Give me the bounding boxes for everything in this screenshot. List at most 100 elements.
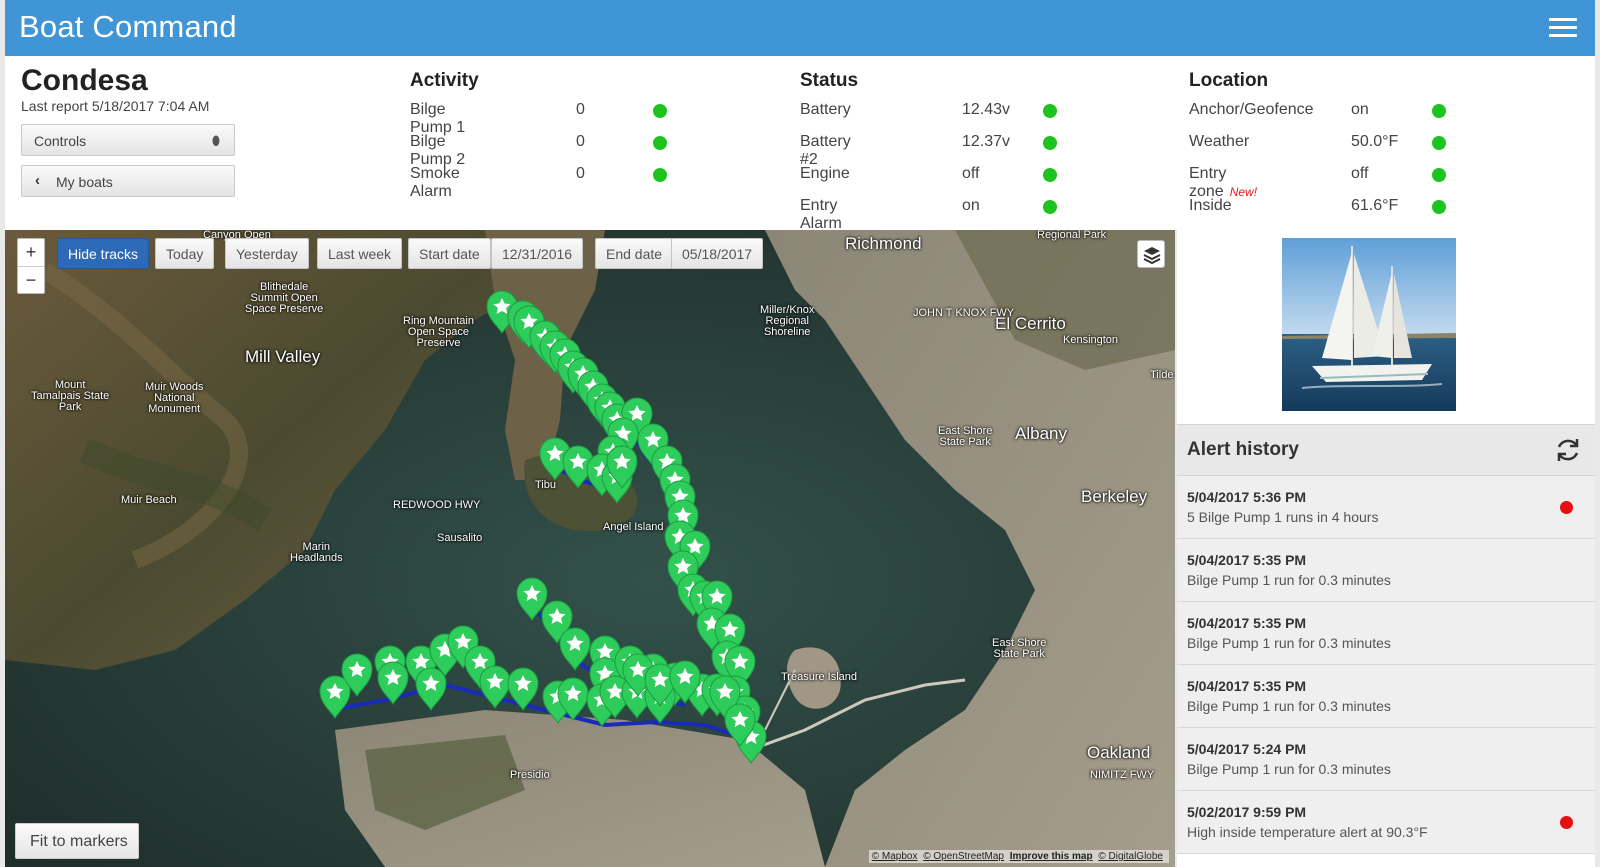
status-value: off xyxy=(962,165,980,182)
activity-row: Bilge Pump 2 0 xyxy=(410,130,667,168)
track-marker-icon xyxy=(415,667,447,712)
location-row: Entry zone New! off xyxy=(1189,162,1446,200)
alert-time: 5/04/2017 5:35 PM xyxy=(1187,615,1307,631)
digitalglobe-link[interactable]: © DigitalGlobe xyxy=(1098,851,1163,862)
yesterday-button[interactable]: Yesterday xyxy=(225,238,309,269)
refresh-icon[interactable] xyxy=(1553,435,1583,465)
my-boats-label: My boats xyxy=(56,174,113,190)
alert-item[interactable]: 5/04/2017 5:35 PM Bilge Pump 1 run for 0.… xyxy=(1177,539,1595,602)
location-row: Inside 61.6°F xyxy=(1189,194,1446,226)
last-week-button[interactable]: Last week xyxy=(317,238,403,269)
place-label-tilde: Tilde xyxy=(1150,369,1174,381)
status-section: Status Battery 12.43v Battery #2 12.37v Engi… xyxy=(800,70,1057,232)
location-value: off xyxy=(1351,165,1369,182)
alert-item[interactable]: 5/04/2017 5:35 PM Bilge Pump 1 run for 0.… xyxy=(1177,602,1595,665)
activity-section: Activity Bilge Pump 1 0 Bilge Pump 2 0 Smoke… xyxy=(410,70,667,200)
status-row: Entry Alarm on xyxy=(800,194,1057,232)
improve-map-link[interactable]: Improve this map xyxy=(1009,851,1093,862)
place-label-miller-knox: Miller/Knox Regional Shoreline xyxy=(760,304,815,338)
status-dot-icon xyxy=(1432,136,1446,150)
alert-item[interactable]: 5/04/2017 5:24 PM Bilge Pump 1 run for 0.… xyxy=(1177,728,1595,791)
fit-to-markers-button[interactable]: Fit to markers xyxy=(15,823,139,859)
place-label-ring-mountain: Ring Mountain Open Space Preserve xyxy=(403,315,474,349)
track-marker-icon xyxy=(377,661,409,706)
place-label-treasure-island: Treasure Island xyxy=(781,671,858,683)
location-value: 61.6°F xyxy=(1351,197,1399,214)
mapbox-link[interactable]: © Mapbox xyxy=(871,851,918,862)
alert-item[interactable]: 5/02/2017 9:59 PM High inside temperature… xyxy=(1177,791,1595,854)
zoom-control[interactable]: + − xyxy=(17,238,45,294)
status-dot-icon xyxy=(1432,200,1446,214)
boat-info-panel: Condesa Last report 5/18/2017 7:04 AM Co… xyxy=(5,56,1595,232)
track-marker-icon xyxy=(559,627,591,672)
alert-history-title: Alert history xyxy=(1187,439,1299,460)
zoom-out-button[interactable]: − xyxy=(18,266,44,293)
place-label-muir-beach: Muir Beach xyxy=(121,494,177,506)
new-badge: New! xyxy=(1229,185,1258,199)
hamburger-menu-icon[interactable] xyxy=(1549,18,1577,38)
alert-message: 5 Bilge Pump 1 runs in 4 hours xyxy=(1187,509,1379,525)
status-value: 12.43v xyxy=(962,101,1011,118)
zoom-in-button[interactable]: + xyxy=(25,242,37,262)
activity-value: 0 xyxy=(576,101,585,118)
place-label-east-shore-1: East Shore State Park xyxy=(938,425,993,448)
controls-button[interactable]: Controls ⬮ xyxy=(21,124,235,156)
place-label-marin: Marin Headlands xyxy=(290,541,343,564)
place-label-tiburon: Tibu xyxy=(535,479,556,491)
activity-heading: Activity xyxy=(410,70,479,91)
end-date-label: End date xyxy=(595,238,674,269)
alert-time: 5/04/2017 5:35 PM xyxy=(1187,552,1307,568)
activity-label: Smoke Alarm xyxy=(410,165,460,200)
location-label: Inside xyxy=(1189,197,1232,214)
place-label-angel-island: Angel Island xyxy=(603,521,664,533)
track-marker-icon xyxy=(341,653,373,698)
status-value: on xyxy=(962,197,980,214)
alert-message: High inside temperature alert at 90.3°F xyxy=(1187,824,1428,840)
place-label-canyon: Canyon Open xyxy=(203,230,271,241)
activity-label: Bilge Pump 1 xyxy=(410,101,466,136)
my-boats-button[interactable]: ‹ My boats xyxy=(21,165,235,197)
place-label-tamalpais: Mount Tamalpais State Park xyxy=(31,379,110,413)
boat-name: Condesa xyxy=(21,64,148,97)
last-report: Last report 5/18/2017 7:04 AM xyxy=(21,98,210,114)
chevron-left-icon: ‹ xyxy=(35,172,40,189)
status-heading: Status xyxy=(800,70,859,91)
activity-value: 0 xyxy=(576,133,585,150)
alert-flag-icon xyxy=(1560,816,1573,829)
location-label: Entry zone New! xyxy=(1189,165,1258,200)
start-date-input[interactable]: 12/31/2016 xyxy=(491,238,584,269)
osm-link[interactable]: © OpenStreetMap xyxy=(923,851,1004,862)
track-marker-icon xyxy=(669,660,701,705)
app-title: Boat Command xyxy=(19,9,237,44)
right-sidebar: Alert history 5/04/2017 5:36 PM 5 Bilge P… xyxy=(1177,230,1595,867)
status-label: Entry Alarm xyxy=(800,197,842,232)
location-section: Location Anchor/Geofence on Weather 50.0°F E… xyxy=(1189,70,1446,226)
status-label: Engine xyxy=(800,165,850,182)
location-label: Weather xyxy=(1189,133,1250,150)
location-heading: Location xyxy=(1189,70,1269,91)
map-attribution: © Mapbox © OpenStreetMap Improve this ma… xyxy=(868,850,1169,863)
status-label: Battery #2 xyxy=(800,133,851,168)
status-dot-icon xyxy=(1043,136,1057,150)
map-view[interactable]: Canyon Open Blithedale Summit Open Space … xyxy=(5,230,1175,867)
end-date-input[interactable]: 05/18/2017 xyxy=(671,238,764,269)
hide-tracks-button[interactable]: Hide tracks xyxy=(57,238,150,269)
status-dot-icon xyxy=(653,104,667,118)
track-marker-icon xyxy=(606,445,638,490)
status-dot-icon xyxy=(1043,168,1057,182)
alert-item[interactable]: 5/04/2017 5:36 PM 5 Bilge Pump 1 runs in … xyxy=(1177,476,1595,539)
alert-time: 5/04/2017 5:24 PM xyxy=(1187,741,1307,757)
today-button[interactable]: Today xyxy=(155,238,215,269)
place-label-el-cerrito: El Cerrito xyxy=(995,314,1066,333)
track-markers[interactable] xyxy=(319,290,767,765)
track-marker-icon xyxy=(516,577,548,622)
location-value: 50.0°F xyxy=(1351,133,1399,150)
track-marker-icon xyxy=(319,675,351,720)
alert-message: Bilge Pump 1 run for 0.3 minutes xyxy=(1187,572,1391,588)
app-header: Boat Command xyxy=(5,0,1595,56)
location-row: Anchor/Geofence on xyxy=(1189,98,1446,130)
satellite-map[interactable] xyxy=(5,230,1175,867)
alert-item[interactable]: 5/04/2017 5:35 PM Bilge Pump 1 run for 0.… xyxy=(1177,665,1595,728)
boat-photo xyxy=(1282,238,1456,411)
layers-icon[interactable] xyxy=(1137,240,1165,268)
